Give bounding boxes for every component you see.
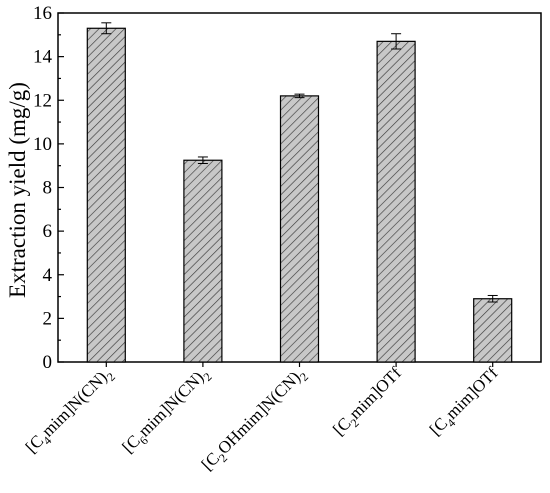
x-tick-label: [C2OHmim]N(CN)2 [198, 363, 312, 477]
y-tick-label: 0 [43, 352, 53, 373]
x-tick-label: [C6mim]N(CN)2 [118, 363, 214, 459]
y-tick-label: 4 [43, 265, 53, 286]
x-tick-label: [C4mim]N(CN)2 [22, 363, 118, 459]
y-tick-label: 8 [43, 178, 53, 199]
x-tick-label: [C4mim]OTf [426, 363, 505, 442]
bar [376, 40, 416, 363]
y-tick-label: 6 [43, 221, 53, 242]
bar [86, 27, 126, 363]
y-axis-title: Extraction yield (mg/g) [5, 82, 30, 298]
y-tick-label: 12 [33, 90, 52, 111]
y-tick-label: 14 [33, 47, 53, 68]
y-tick-label: 2 [43, 308, 53, 329]
bar [279, 95, 320, 363]
y-tick-label: 10 [33, 134, 52, 155]
bar [183, 159, 223, 363]
y-tick-label: 16 [33, 3, 52, 24]
x-tick-label: [C2mim]OTf [329, 363, 408, 442]
bar [473, 298, 513, 363]
